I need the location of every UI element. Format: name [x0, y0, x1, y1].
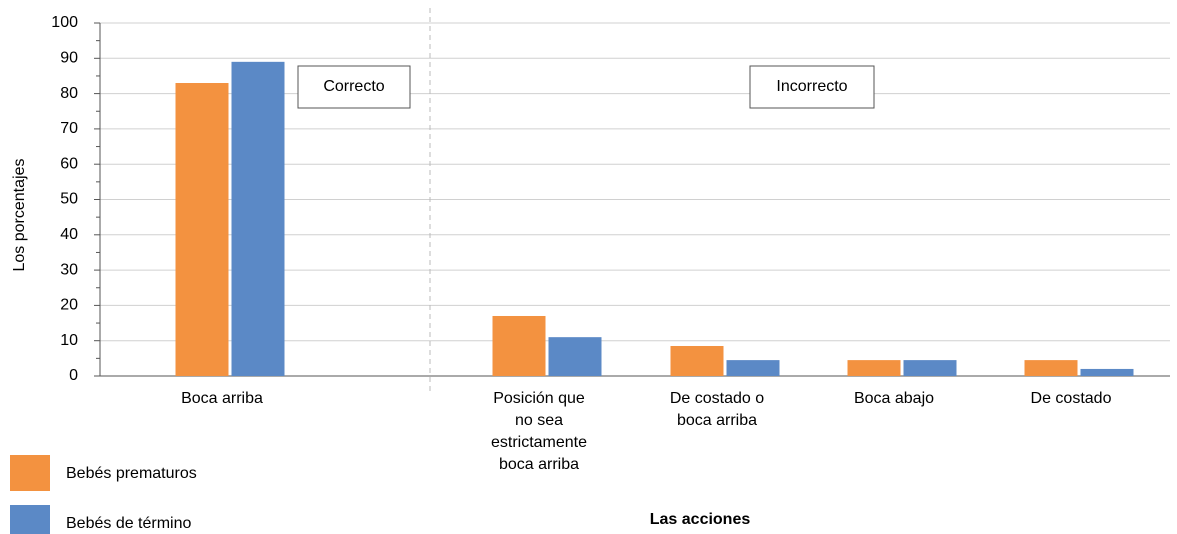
legend-label: Bebés de término	[66, 515, 192, 532]
y-tick-label: 80	[60, 85, 78, 102]
y-tick-label: 30	[60, 261, 78, 278]
bar	[670, 345, 724, 376]
y-tick-label: 10	[60, 332, 78, 349]
bar	[726, 360, 780, 376]
annotation: Correcto	[323, 78, 384, 95]
legend-label: Bebés prematuros	[66, 465, 197, 482]
annotation-box	[297, 65, 411, 109]
bar	[548, 337, 602, 376]
x-tick-label: estrictamente	[491, 434, 587, 451]
annotation: Incorrecto	[776, 78, 847, 95]
x-tick-label: Boca arriba	[181, 390, 263, 407]
bar	[492, 315, 546, 376]
x-tick-label: no sea	[515, 412, 563, 429]
annotation-box	[749, 65, 875, 109]
x-tick-label: Posición que	[493, 390, 585, 407]
x-tick-label: boca arriba	[499, 456, 579, 473]
x-tick-label: boca arriba	[677, 412, 757, 429]
bar	[175, 83, 229, 376]
y-tick-label: 100	[51, 14, 78, 31]
y-tick-label: 40	[60, 226, 78, 243]
legend-swatch	[10, 455, 50, 491]
x-axis-title: Las acciones	[650, 511, 751, 528]
y-tick-label: 20	[60, 297, 78, 314]
y-axis-title: Los porcentajes	[11, 159, 28, 272]
y-tick-label: 60	[60, 155, 78, 172]
bar	[1080, 368, 1134, 376]
bar	[1024, 360, 1078, 376]
y-tick-label: 0	[69, 367, 78, 384]
x-tick-label: De costado	[1031, 390, 1112, 407]
bar	[847, 360, 901, 376]
y-tick-label: 70	[60, 120, 78, 137]
x-tick-label: Boca abajo	[854, 390, 934, 407]
y-tick-label: 90	[60, 50, 78, 67]
bar	[231, 61, 285, 377]
bar	[903, 360, 957, 376]
y-tick-label: 50	[60, 191, 78, 208]
x-tick-label: De costado o	[670, 390, 764, 407]
legend-swatch	[10, 505, 50, 534]
